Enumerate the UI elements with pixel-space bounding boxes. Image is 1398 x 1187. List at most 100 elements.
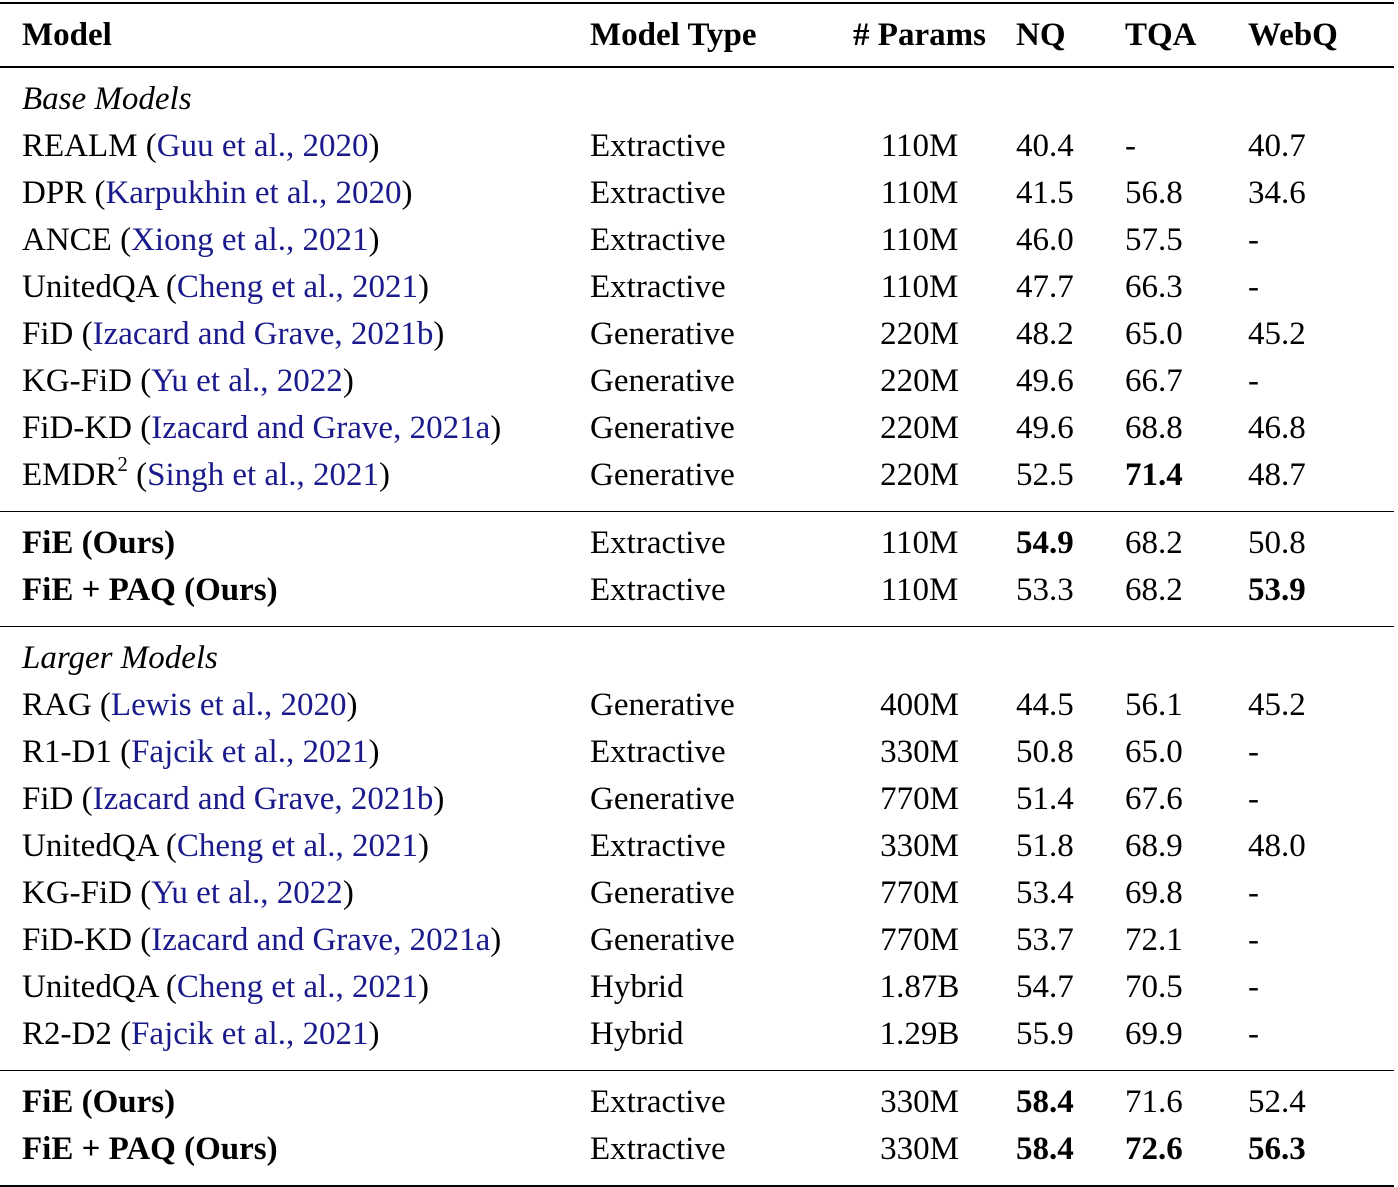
model-name: RAG ( <box>22 687 111 723</box>
cell-text: 56.8 <box>1125 175 1183 211</box>
header-cell: NQ <box>1016 17 1066 53</box>
data-row: DPR (Karpukhin et al., 2020) Extractive 11… <box>0 170 1394 217</box>
tqa: 69.9 <box>1125 1011 1248 1071</box>
nq: 54.7 <box>1016 964 1125 1011</box>
model-name: EMDR <box>22 457 118 493</box>
cell-text: 48.2 <box>1016 316 1074 352</box>
model-cell: ANCE (Xiong et al., 2021) <box>0 217 590 264</box>
cell-text: 68.9 <box>1125 828 1183 864</box>
params: 220M <box>823 405 1016 452</box>
params: 330M <box>823 729 1016 776</box>
cell-text: Generative <box>590 922 735 958</box>
tqa: 56.8 <box>1125 170 1248 217</box>
header-cell: Model <box>22 17 112 53</box>
model-type: Hybrid <box>590 1011 823 1071</box>
params: 330M <box>823 1071 1016 1127</box>
model-type: Extractive <box>590 823 823 870</box>
model-cell: KG-FiD (Yu et al., 2022) <box>0 358 590 405</box>
model-name: ANCE ( <box>22 222 132 258</box>
cell-text: 330M <box>880 1084 959 1120</box>
tqa: 70.5 <box>1125 964 1248 1011</box>
cell-text: 71.4 <box>1125 457 1183 493</box>
webq: 45.2 <box>1248 311 1394 358</box>
cell-text: Hybrid <box>590 969 684 1005</box>
model-cell: FiD-KD (Izacard and Grave, 2021a) <box>0 917 590 964</box>
cell-text: 69.9 <box>1125 1016 1183 1052</box>
webq: - <box>1248 870 1394 917</box>
cell-text: - <box>1248 875 1259 911</box>
cell-text: 52.5 <box>1016 457 1074 493</box>
nq: 53.4 <box>1016 870 1125 917</box>
model-name: ) <box>368 128 380 164</box>
nq: 58.4 <box>1016 1126 1125 1186</box>
model-name: 2 <box>117 452 128 476</box>
model-cell: FiD (Izacard and Grave, 2021b) <box>0 311 590 358</box>
nq: 41.5 <box>1016 170 1125 217</box>
cell-text: - <box>1248 222 1259 258</box>
citation: Singh et al., 2021 <box>147 457 379 493</box>
cell-text: 220M <box>880 457 959 493</box>
table-section: FiE (Ours) Extractive 330M 58.4 71.6 52.4 FiE … <box>0 1071 1394 1186</box>
citation: Fajcik et al., 2021 <box>131 1016 369 1052</box>
params: 1.29B <box>823 1011 1016 1071</box>
model-type: Extractive <box>590 512 823 568</box>
params: 110M <box>823 123 1016 170</box>
model-cell: DPR (Karpukhin et al., 2020) <box>0 170 590 217</box>
cell-text: 46.8 <box>1248 410 1306 446</box>
cell-text: 53.4 <box>1016 875 1074 911</box>
params: 110M <box>823 217 1016 264</box>
cell-text: 220M <box>880 316 959 352</box>
cell-text: 49.6 <box>1016 410 1074 446</box>
model-name: FiE (Ours) <box>22 1084 176 1120</box>
table-section: Larger Models RAG (Lewis et al., 2020) Gen… <box>0 627 1394 1071</box>
citation: Guu et al., 2020 <box>156 128 369 164</box>
webq: - <box>1248 1011 1394 1071</box>
params: 770M <box>823 776 1016 823</box>
cell-text: 45.2 <box>1248 687 1306 723</box>
cell-text: 52.4 <box>1248 1084 1306 1120</box>
cell-text: 67.6 <box>1125 781 1183 817</box>
cell-text: 110M <box>880 269 959 305</box>
model-name: ) <box>379 457 390 493</box>
nq: 50.8 <box>1016 729 1125 776</box>
model-name: ) <box>417 269 429 305</box>
tqa: 66.7 <box>1125 358 1248 405</box>
model-type: Extractive <box>590 170 823 217</box>
nq: 53.7 <box>1016 917 1125 964</box>
model-type: Generative <box>590 452 823 512</box>
params: 330M <box>823 1126 1016 1186</box>
header-cell: Model Type <box>590 17 757 53</box>
cell-text: 72.1 <box>1125 922 1183 958</box>
nq: 47.7 <box>1016 264 1125 311</box>
cell-text: 48.0 <box>1248 828 1306 864</box>
citation: Cheng et al., 2021 <box>176 828 418 864</box>
data-row: FiE + PAQ (Ours) Extractive 330M 58.4 72.6 56… <box>0 1126 1394 1186</box>
data-row: RAG (Lewis et al., 2020) Generative 400M 44… <box>0 682 1394 729</box>
tqa: 67.6 <box>1125 776 1248 823</box>
webq: - <box>1248 217 1394 264</box>
model-name: ( <box>127 457 148 493</box>
section-title: Base Models <box>22 81 192 117</box>
citation: Fajcik et al., 2021 <box>131 734 369 770</box>
cell-text: Generative <box>590 363 735 399</box>
nq: 49.6 <box>1016 405 1125 452</box>
model-name: FiE + PAQ (Ours) <box>22 572 278 608</box>
model-name: UnitedQA ( <box>22 969 177 1005</box>
webq: - <box>1248 358 1394 405</box>
cell-text: 57.5 <box>1125 222 1183 258</box>
cell-text: 65.0 <box>1125 734 1183 770</box>
model-name: ) <box>433 781 445 817</box>
model-name: ) <box>368 734 380 770</box>
data-row: FiE + PAQ (Ours) Extractive 110M 53.3 68.2 53… <box>0 567 1394 627</box>
model-name: ) <box>433 316 445 352</box>
tqa: 71.4 <box>1125 452 1248 512</box>
model-name: FiD ( <box>22 781 93 817</box>
citation: Yu et al., 2022 <box>151 875 343 911</box>
cell-text: 220M <box>880 410 959 446</box>
params: 220M <box>823 358 1016 405</box>
cell-text: 68.8 <box>1125 410 1183 446</box>
cell-text: Extractive <box>590 269 726 305</box>
webq: - <box>1248 917 1394 964</box>
params: 110M <box>823 170 1016 217</box>
